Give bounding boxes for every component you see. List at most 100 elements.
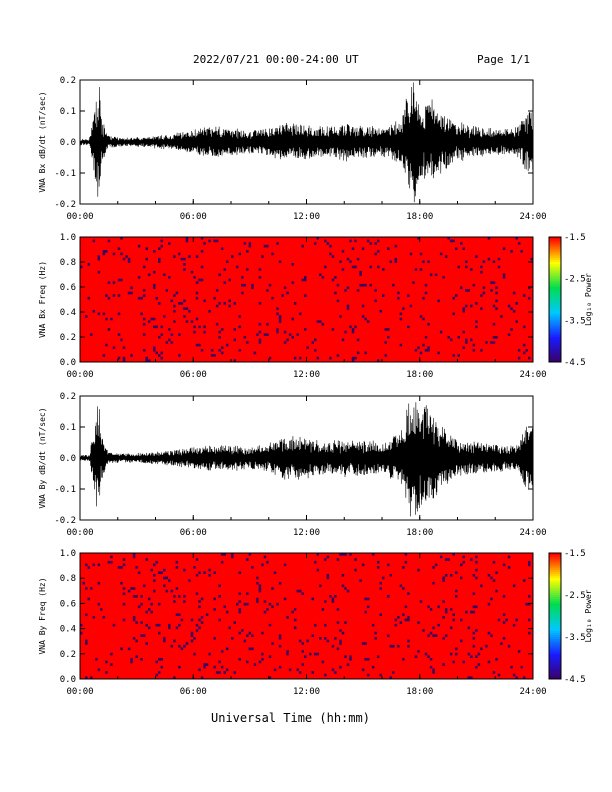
bx_spectrogram-cell <box>107 328 111 332</box>
bx_spectrogram-cell <box>205 343 209 347</box>
bx_spectrogram-cell <box>185 317 189 321</box>
bx_spectrogram-cell <box>135 247 139 251</box>
bx_spectrogram-cell <box>321 252 325 256</box>
bx_spectrogram-cell <box>329 294 333 298</box>
bx_spectrogram-cell <box>263 296 267 300</box>
bx_spectrogram-cell <box>253 294 257 298</box>
bx_spectrogram-cell <box>271 325 275 329</box>
bx_spectrogram-cell <box>288 244 292 248</box>
bx_spectrogram-cell <box>301 252 305 256</box>
bx_spectrogram-cell <box>223 325 227 329</box>
bx_spectrogram-cell <box>140 239 144 243</box>
bx_spectrogram-cell <box>271 346 275 350</box>
bx_spectrogram-cell <box>142 244 146 248</box>
bx_spectrogram-cell <box>183 296 187 300</box>
bx_spectrogram-cell <box>147 273 151 277</box>
bx_spectrogram-cell <box>188 263 192 267</box>
bx_spectrogram-cell <box>248 289 252 293</box>
bx_spectrogram-cell <box>185 252 189 256</box>
bx_spectrogram-cell <box>309 315 312 319</box>
bx_spectrogram-cell <box>163 247 166 251</box>
bx_spectrogram-cell <box>324 320 328 324</box>
bx_spectrogram-cell <box>125 273 129 277</box>
bx_spectrogram-cell <box>168 354 171 358</box>
bx_spectrogram-cell <box>127 286 131 290</box>
bx_spectrogram-cell <box>241 273 244 277</box>
bx_spectrogram-cell <box>115 247 119 251</box>
bx_spectrogram-cell <box>198 244 202 248</box>
bx_spectrogram-cell <box>168 351 171 355</box>
bx_spectrogram-cell <box>160 244 164 248</box>
bx_spectrogram-cell <box>238 338 242 342</box>
bx_spectrogram-cell <box>147 302 151 306</box>
bx_spectrogram-cell <box>120 322 124 326</box>
bx_spectrogram-cell <box>241 346 244 350</box>
bx_spectrogram-cell <box>193 291 197 295</box>
bx_spectrogram-cell <box>147 348 151 352</box>
bx_spectrogram-cell <box>220 341 224 345</box>
bx_spectrogram-cell <box>85 356 88 360</box>
bx_spectrogram-cell <box>120 265 124 269</box>
bx_spectrogram-cell <box>100 268 104 272</box>
bx_spectrogram-cell <box>117 291 121 295</box>
bx_spectrogram-cell <box>311 273 315 277</box>
bx_spectrogram-cell <box>268 328 272 332</box>
bx_spectrogram-cell <box>178 346 182 350</box>
bx_spectrogram-cell <box>97 325 101 329</box>
bx_spectrogram-cell <box>256 294 260 298</box>
bx_spectrogram-cell <box>132 299 136 303</box>
bx_spectrogram-cell <box>190 333 194 337</box>
bx_spectrogram-cell <box>188 252 192 256</box>
bx_spectrogram-cell <box>102 328 106 332</box>
bx_spectrogram-cell <box>180 322 184 326</box>
bx_spectrogram-cell <box>311 335 315 339</box>
bx_spectrogram-cell <box>301 268 305 272</box>
bx_spectrogram-cell <box>147 312 151 316</box>
bx_spectrogram-cell <box>238 315 242 319</box>
bx_spectrogram-cell <box>92 356 96 360</box>
bx_spectrogram-cell <box>140 294 144 298</box>
bx_spectrogram-cell <box>303 286 307 290</box>
bx_spectrogram-cell <box>298 252 302 256</box>
bx_spectrogram-cell <box>276 283 280 287</box>
bx_spectrogram-cell <box>85 333 88 337</box>
bx_spectrogram-cell <box>198 330 202 334</box>
bx_spectrogram-cell <box>198 348 202 352</box>
bx_spectrogram-cell <box>150 346 154 350</box>
bx_spectrogram-cell <box>238 268 242 272</box>
bx_spectrogram-cell <box>326 309 330 313</box>
bx_spectrogram-cell <box>243 265 247 269</box>
bx_spectrogram-cell <box>319 351 322 355</box>
bx_spectrogram-cell <box>130 341 134 345</box>
bx_spectrogram-cell <box>324 276 328 280</box>
bx_spectrogram-cell <box>168 237 171 240</box>
bx_spectrogram-cell <box>185 244 189 248</box>
bx_spectrogram-cell <box>298 304 302 308</box>
bx_spectrogram-cell <box>220 286 224 290</box>
bx_spectrogram-cell <box>329 268 333 272</box>
bx_spectrogram-cell <box>180 247 184 251</box>
bx_spectrogram-cell <box>306 317 310 321</box>
bx_spectrogram-cell <box>120 296 124 300</box>
bx_spectrogram-cell <box>87 276 91 280</box>
bx_spectrogram-cell <box>125 309 129 313</box>
bx_spectrogram-cell <box>80 268 83 272</box>
bx_spectrogram-cell <box>263 328 267 332</box>
bx_spectrogram-cell <box>152 294 156 298</box>
bx_spectrogram-cell <box>210 322 214 326</box>
bx_spectrogram-cell <box>316 348 320 352</box>
bx_spectrogram-cell <box>311 289 315 293</box>
bx_spectrogram-cell <box>152 276 156 280</box>
bx_spectrogram-cell <box>117 255 121 259</box>
bx_spectrogram-cell <box>223 333 227 337</box>
bx_spectrogram-cell <box>298 255 302 259</box>
bx_spectrogram-cell <box>142 309 146 313</box>
bx_spectrogram-cell <box>258 255 262 259</box>
bx_spectrogram-cell <box>258 354 262 358</box>
bx_spectrogram-cell <box>80 356 83 360</box>
bx_spectrogram-cell <box>309 354 312 358</box>
bx_spectrogram-cell <box>253 356 257 360</box>
bx_spectrogram-cell <box>80 351 83 355</box>
bx_spectrogram-cell <box>283 263 287 267</box>
bx_spectrogram-cell <box>170 281 174 285</box>
